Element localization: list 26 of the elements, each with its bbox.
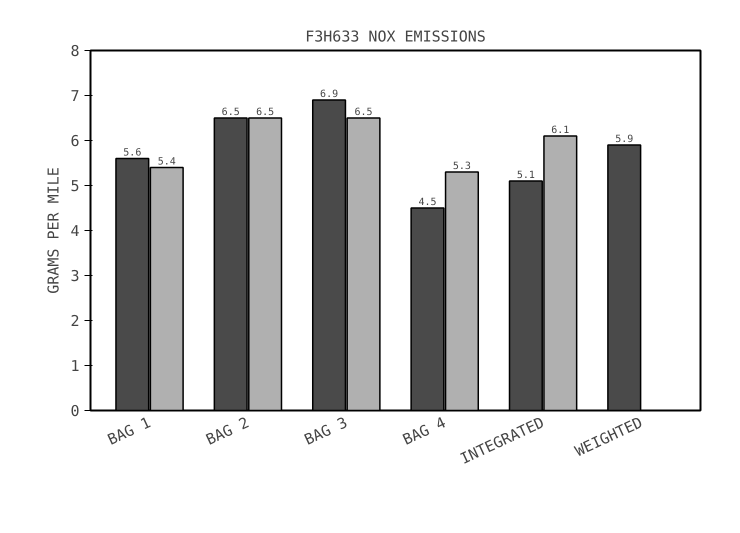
data-label: 5.3 bbox=[452, 161, 471, 172]
y-tick-label: 2 bbox=[70, 312, 80, 330]
data-label: 6.9 bbox=[320, 89, 338, 100]
y-tick-label: 0 bbox=[70, 402, 80, 420]
y-tick-label: 1 bbox=[70, 357, 80, 375]
data-label: 5.4 bbox=[158, 156, 176, 168]
data-label: 6.5 bbox=[222, 107, 240, 118]
x-tick-label: BAG 1 bbox=[104, 413, 154, 449]
data-label: 5.6 bbox=[123, 148, 142, 158]
data-label: 5.1 bbox=[516, 170, 535, 181]
data-label: 5.9 bbox=[615, 134, 634, 145]
y-tick-label: 5 bbox=[70, 177, 80, 195]
data-label: 6.1 bbox=[551, 125, 570, 136]
x-tick-label: BAG 4 bbox=[400, 413, 448, 449]
x-tick-label: BAG 3 bbox=[302, 413, 350, 449]
y-tick-label: 3 bbox=[70, 267, 80, 285]
x-tick-label: BAG 2 bbox=[203, 413, 252, 449]
data-label: 6.5 bbox=[256, 107, 274, 118]
y-tick-label: 4 bbox=[70, 222, 80, 240]
data-label: 6.5 bbox=[354, 107, 373, 118]
y-tick-label: 8 bbox=[70, 42, 80, 60]
y-tick-label: 6 bbox=[70, 132, 80, 150]
chart-title: F3H633 NOX EMISSIONS bbox=[305, 28, 486, 46]
y-tick-label: 7 bbox=[70, 87, 80, 105]
data-label: 4.5 bbox=[418, 197, 437, 208]
y-axis-title: GRAMS PER MILE bbox=[44, 167, 62, 294]
